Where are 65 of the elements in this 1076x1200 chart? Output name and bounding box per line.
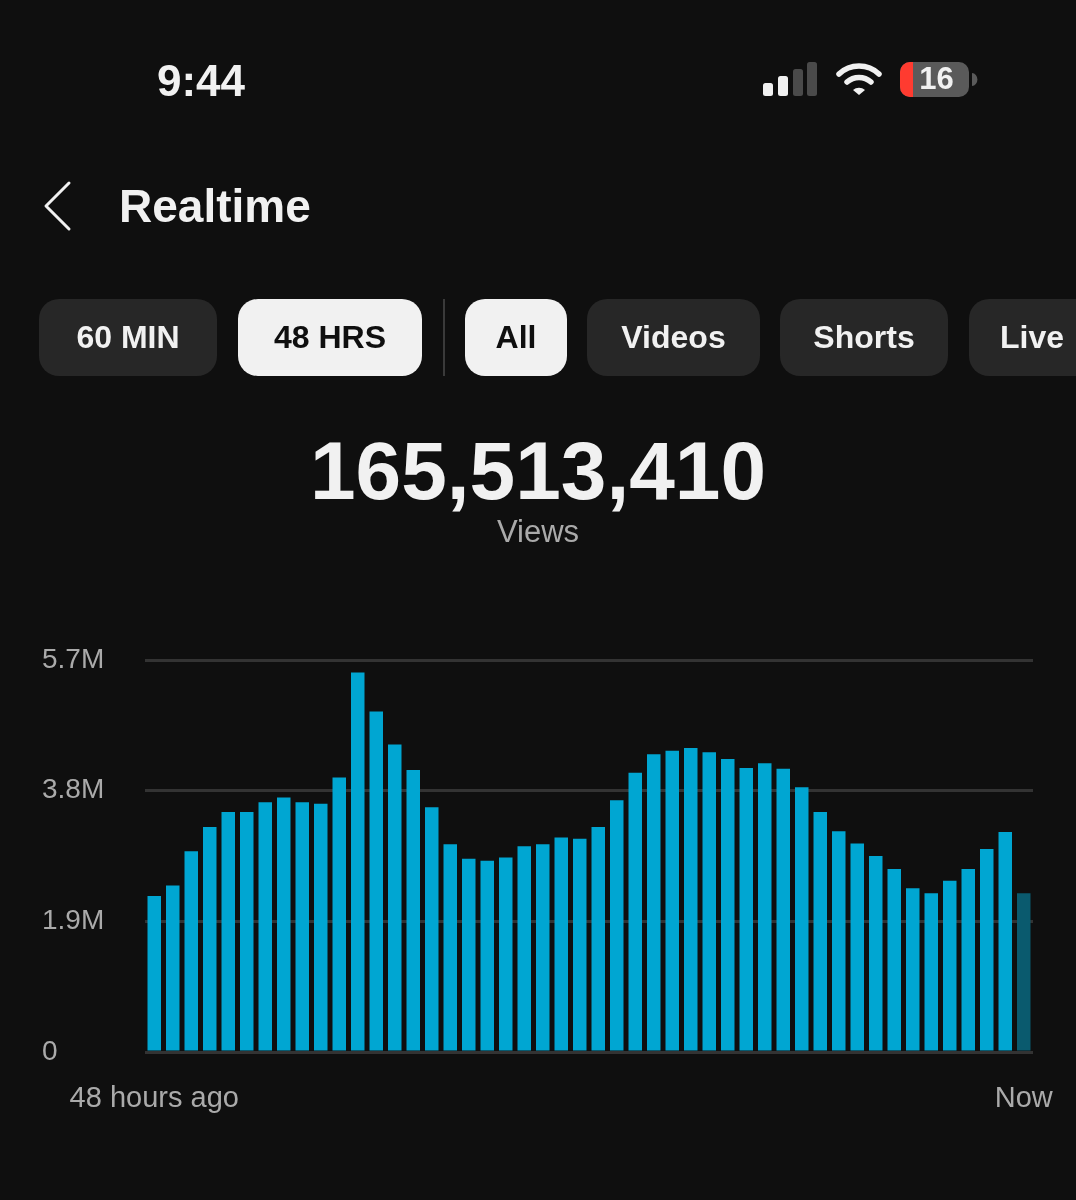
text: Views [495, 514, 581, 549]
bar [961, 869, 975, 1051]
bar [721, 759, 735, 1051]
bar [924, 893, 938, 1051]
bar [591, 827, 605, 1051]
bar [758, 763, 772, 1051]
bar [850, 843, 864, 1051]
bar [480, 860, 494, 1051]
bar [462, 858, 476, 1051]
text: 16 [900, 61, 969, 96]
bar [554, 837, 568, 1051]
bar [739, 767, 753, 1051]
bar [702, 752, 716, 1051]
y-tick-label: 3.8M [42, 773, 105, 805]
bar [184, 851, 198, 1051]
bar [628, 772, 642, 1051]
bar [536, 844, 550, 1051]
bar [887, 869, 901, 1051]
filter-chip[interactable]: All [465, 299, 567, 376]
filter-chip[interactable]: Shorts [780, 299, 948, 376]
chart-subtitle: 165,513,410 [309, 425, 767, 516]
bar [240, 811, 254, 1051]
bar [832, 831, 846, 1051]
text: 9:44 [157, 56, 246, 105]
bar [221, 811, 235, 1051]
bar [295, 802, 309, 1051]
filter-chip[interactable]: Live [969, 299, 1076, 376]
bar [277, 797, 291, 1051]
bar [203, 827, 217, 1051]
bar [499, 857, 513, 1051]
bar [517, 846, 531, 1051]
bar [980, 849, 994, 1051]
bar [610, 800, 624, 1051]
bar [647, 754, 661, 1051]
chart-title: Realtime [119, 180, 311, 232]
bar [369, 711, 383, 1051]
x-tick-label: Now [994, 1081, 1054, 1113]
bar [795, 787, 809, 1051]
bar [1017, 893, 1031, 1051]
bar [813, 811, 827, 1051]
bar [258, 802, 272, 1051]
bar [665, 750, 679, 1051]
bar [906, 888, 920, 1051]
bar [166, 885, 180, 1051]
bar [443, 844, 457, 1051]
filter-chip[interactable]: 48 HRS [238, 299, 422, 376]
bar [425, 807, 439, 1051]
bar [776, 768, 790, 1051]
y-tick-label: 5.7M [42, 642, 105, 674]
x-tick-label: 48 hours ago [69, 1081, 239, 1113]
filter-chip[interactable]: 60 MIN [39, 299, 217, 376]
bar [943, 880, 957, 1051]
bar [351, 672, 365, 1051]
bar [573, 838, 587, 1051]
y-tick-label: 1.9M [42, 904, 105, 936]
filter-chip[interactable]: Videos [587, 299, 760, 376]
bar [332, 777, 346, 1051]
bar [388, 744, 402, 1051]
bar [314, 803, 328, 1051]
y-tick-label: 0 [42, 1034, 58, 1066]
bar [869, 856, 883, 1051]
bar [998, 831, 1012, 1051]
bar [684, 748, 698, 1051]
bar [147, 895, 161, 1051]
bar [406, 770, 420, 1051]
